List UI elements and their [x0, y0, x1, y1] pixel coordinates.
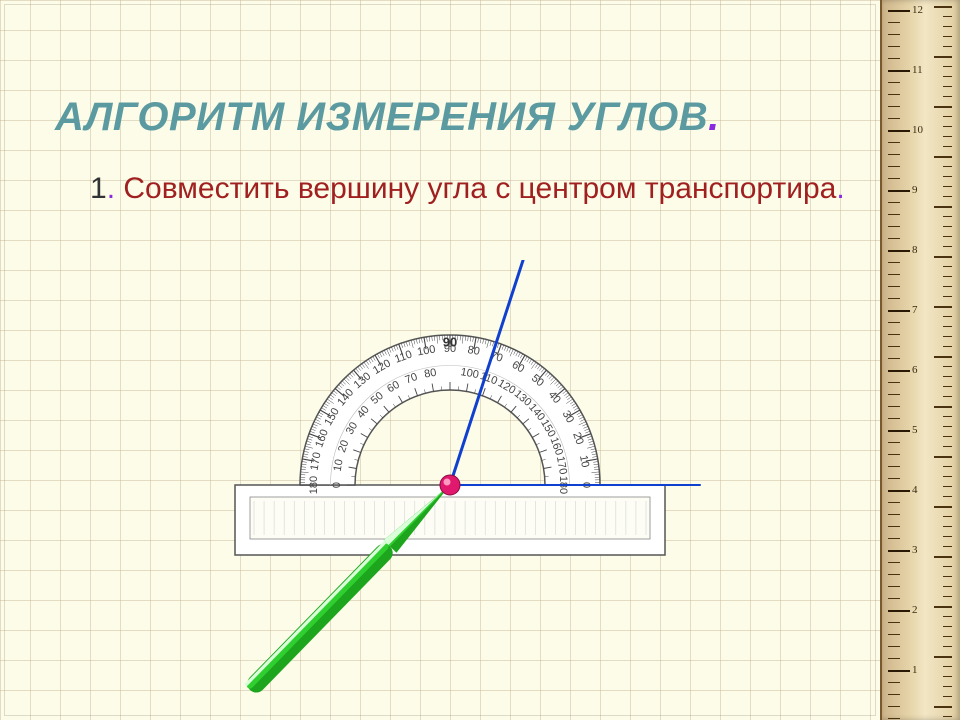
title-punct: . [708, 95, 720, 139]
svg-text:80: 80 [423, 367, 437, 381]
step-final-punct: . [836, 172, 844, 205]
ruler-right-track [932, 0, 952, 720]
step-1: 1. Совместить вершину угла с центром тра… [90, 170, 845, 208]
svg-text:90: 90 [443, 334, 457, 349]
page-title: АЛГОРИТМ ИЗМЕРЕНИЯ УГЛОВ. [55, 95, 720, 140]
protractor-diagram: 1801701601501401301201101009080706050403… [170, 260, 730, 700]
svg-text:180: 180 [308, 476, 320, 494]
svg-text:10: 10 [577, 454, 591, 468]
svg-text:10: 10 [332, 458, 346, 472]
vertical-ruler: 121110987654321 [880, 0, 960, 720]
title-text: АЛГОРИТМ ИЗМЕРЕНИЯ УГЛОВ [55, 95, 708, 139]
svg-text:80: 80 [467, 344, 481, 358]
step-text: Совместить вершину угла с центром трансп… [123, 172, 836, 205]
step-number: 1 [90, 172, 107, 205]
protractor-svg: 1801701601501401301201101009080706050403… [170, 260, 730, 720]
svg-text:0: 0 [331, 482, 343, 488]
slide-page: АЛГОРИТМ ИЗМЕРЕНИЯ УГЛОВ. 1. Совместить … [0, 0, 960, 720]
step-number-punct: . [107, 172, 124, 205]
